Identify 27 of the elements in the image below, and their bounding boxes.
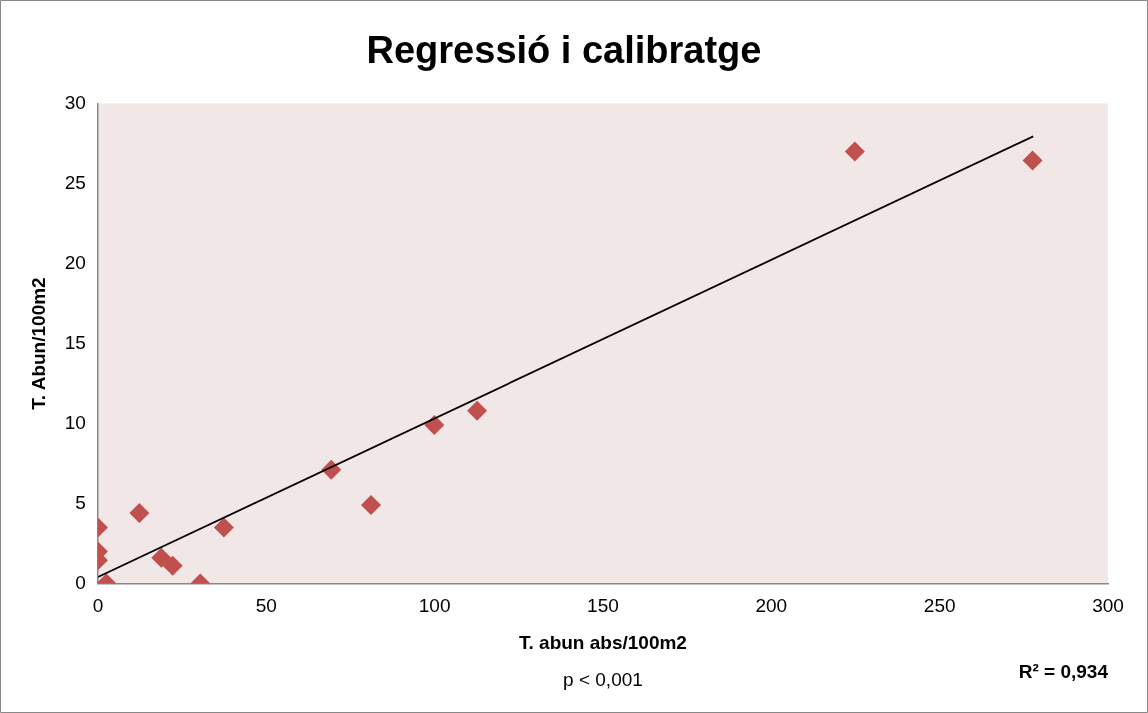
x-tick-label: 150 [587,595,619,617]
y-tick-label: 20 [64,251,86,273]
x-tick-label: 300 [1092,595,1124,617]
x-tick-label: 50 [255,595,277,617]
y-tick-label: 5 [75,491,86,513]
y-tick-label: 10 [64,411,86,433]
point [129,503,150,524]
x-tick-label: 200 [755,595,788,617]
x-tick-label: 0 [92,595,104,617]
y-tick-label: 15 [64,331,86,353]
point [360,495,381,516]
point [162,555,183,576]
x-axis-title: T. abun abs/100m2 [519,631,687,653]
text: R² = 0,934 [1018,661,1109,683]
y-axis-title: T. Abun/100m2 [27,277,49,410]
point [213,517,234,538]
text: p < 0,001 [563,669,643,691]
x-tick-label: 250 [923,595,956,617]
point [151,547,172,568]
y-tick-label: 25 [64,171,86,193]
x-tick-label: 100 [418,595,451,617]
point [1022,150,1043,171]
chart-title: Regressió i calibratge [366,29,762,72]
point [844,141,865,162]
point [467,400,488,421]
y-tick-label: 0 [75,571,86,593]
y-tick-label: 30 [64,91,86,113]
